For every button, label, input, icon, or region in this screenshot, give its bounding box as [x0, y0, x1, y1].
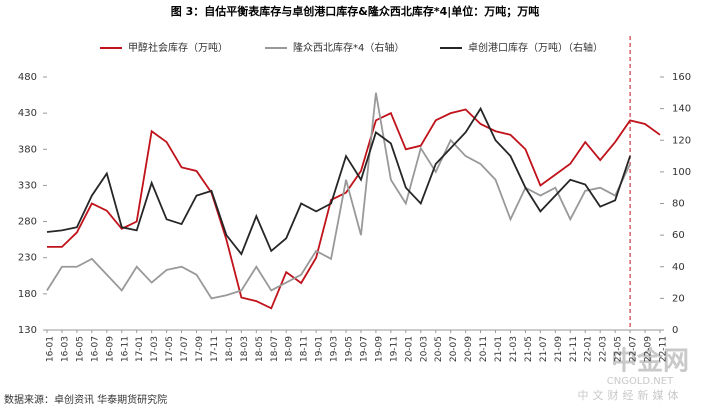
- x-tick-label: 18-01: [225, 336, 235, 362]
- x-tick-label: 21-09: [554, 336, 564, 362]
- x-tick-label: 22-09: [644, 336, 654, 362]
- x-tick-label: 22-05: [614, 336, 624, 362]
- y-tick-label: 430: [18, 108, 37, 119]
- x-tick-label: 19-05: [345, 336, 355, 362]
- y-tick-label: 330: [18, 180, 37, 191]
- x-tick-label: 20-05: [434, 336, 444, 362]
- x-tick-label: 22-07: [629, 336, 639, 362]
- series-line: [47, 108, 661, 310]
- legend-label: 卓创港口库存（万吨）（右轴）: [468, 41, 603, 54]
- y-tick-label: 230: [18, 253, 37, 264]
- x-tick-label: 16-05: [75, 336, 85, 362]
- x-tick-label: 20-09: [464, 336, 474, 362]
- x-tick-label: 16-09: [105, 336, 115, 362]
- x-tick-label: 17-07: [180, 336, 190, 362]
- x-tick-label: 16-11: [120, 336, 130, 362]
- y2-tick-label: 0: [672, 325, 678, 336]
- y2-tick-label: 60: [672, 230, 685, 241]
- y2-tick-label: 140: [672, 104, 691, 115]
- x-tick-label: 21-01: [494, 336, 504, 362]
- x-tick-label: 21-03: [509, 336, 519, 362]
- legend-label: 隆众西北库存*4（右轴）: [293, 41, 404, 54]
- y-tick-label: 380: [18, 144, 37, 155]
- x-tick-label: 17-05: [165, 336, 175, 362]
- x-tick-label: 22-11: [659, 336, 669, 362]
- x-tick-label: 18-07: [270, 336, 280, 362]
- x-tick-label: 21-07: [539, 336, 549, 362]
- series-line: [46, 92, 631, 300]
- y2-tick-label: 20: [672, 293, 685, 304]
- x-tick-label: 18-03: [240, 336, 250, 362]
- x-tick-label: 22-01: [584, 336, 594, 362]
- x-tick-label: 17-11: [210, 336, 220, 362]
- x-tick-label: 19-01: [315, 336, 325, 362]
- watermark-tagline: 中文财经新媒体: [578, 388, 683, 402]
- legend-label: 甲醇社会库存（万吨）: [128, 41, 228, 54]
- y2-tick-label: 120: [672, 135, 691, 146]
- y-tick-label: 280: [18, 217, 37, 228]
- x-tick-label: 19-07: [359, 336, 369, 362]
- x-tick-label: 16-07: [90, 336, 100, 362]
- y-tick-label: 130: [18, 325, 37, 336]
- y2-tick-label: 160: [672, 72, 691, 83]
- y2-tick-label: 80: [672, 199, 685, 210]
- x-tick-label: 17-01: [135, 336, 145, 362]
- x-tick-label: 20-03: [419, 336, 429, 362]
- watermark-logo: 中金网: [611, 346, 689, 377]
- x-tick-label: 21-05: [524, 336, 534, 362]
- x-tick-label: 17-03: [150, 336, 160, 362]
- source: 数据来源：卓创资讯 华泰期货研究院: [4, 393, 167, 406]
- x-tick-label: 18-11: [300, 336, 310, 362]
- series-line: [46, 106, 631, 256]
- x-tick-label: 18-09: [285, 336, 295, 362]
- x-tick-label: 16-01: [46, 336, 56, 362]
- x-tick-label: 20-11: [479, 336, 489, 362]
- watermark-site: CNGOLD.NET: [607, 376, 674, 387]
- y-tick-label: 180: [18, 289, 37, 300]
- x-tick-label: 20-07: [449, 336, 459, 362]
- x-tick-label: 18-05: [255, 336, 265, 362]
- x-tick-label: 19-03: [330, 336, 340, 362]
- x-tick-label: 19-11: [389, 336, 399, 362]
- x-tick-label: 17-09: [195, 336, 205, 362]
- y2-tick-label: 40: [672, 262, 685, 273]
- chart-title: 图 3：自估平衡表库存与卓创港口库存&隆众西北库存*4|单位：万吨；万吨: [171, 4, 540, 18]
- y2-tick-label: 100: [672, 167, 691, 178]
- x-tick-label: 22-03: [599, 336, 609, 362]
- x-tick-label: 21-11: [569, 336, 579, 362]
- x-tick-label: 16-03: [60, 336, 70, 362]
- y-tick-label: 480: [18, 72, 37, 83]
- x-tick-label: 20-01: [404, 336, 414, 362]
- x-tick-label: 19-09: [374, 336, 384, 362]
